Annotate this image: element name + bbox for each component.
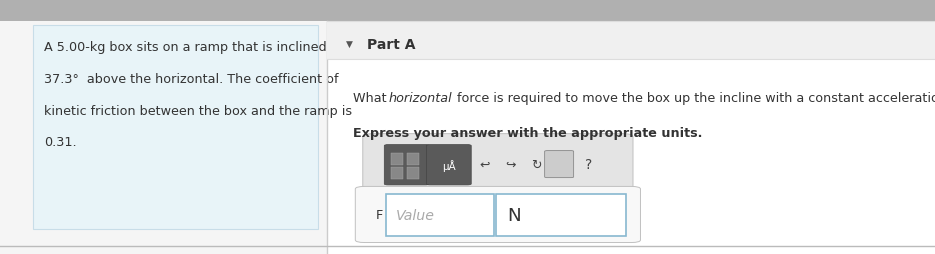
Text: Express your answer with the appropriate units.: Express your answer with the appropriate… — [353, 127, 703, 140]
FancyBboxPatch shape — [327, 22, 935, 254]
Text: kinetic friction between the box and the ramp is: kinetic friction between the box and the… — [44, 104, 352, 117]
FancyBboxPatch shape — [0, 22, 935, 254]
Text: 37.3°  above the horizontal. The coefficient of: 37.3° above the horizontal. The coeffici… — [44, 72, 338, 85]
FancyBboxPatch shape — [407, 168, 419, 179]
FancyBboxPatch shape — [407, 154, 419, 165]
Text: horizontal: horizontal — [389, 91, 453, 104]
Text: A 5.00-kg box sits on a ramp that is inclined at: A 5.00-kg box sits on a ramp that is inc… — [44, 41, 343, 54]
FancyBboxPatch shape — [327, 22, 935, 60]
Text: N: N — [507, 206, 521, 224]
Text: F =: F = — [376, 208, 398, 221]
FancyBboxPatch shape — [386, 194, 494, 236]
Text: ▼: ▼ — [346, 40, 352, 49]
FancyBboxPatch shape — [363, 134, 633, 195]
Text: ?: ? — [585, 157, 593, 171]
FancyBboxPatch shape — [0, 0, 935, 22]
FancyBboxPatch shape — [355, 187, 640, 243]
Text: What: What — [353, 91, 391, 104]
Text: Value: Value — [396, 208, 435, 222]
Text: ↪: ↪ — [505, 158, 516, 171]
Text: Part A: Part A — [367, 38, 415, 51]
Text: ↩: ↩ — [479, 158, 490, 171]
Text: μÅ: μÅ — [442, 159, 455, 171]
FancyBboxPatch shape — [544, 151, 574, 178]
FancyBboxPatch shape — [426, 145, 471, 185]
Text: force is required to move the box up the incline with a constant acceleration of: force is required to move the box up the… — [453, 91, 935, 104]
FancyBboxPatch shape — [33, 25, 318, 229]
FancyBboxPatch shape — [384, 145, 429, 185]
Text: 0.31.: 0.31. — [44, 136, 77, 149]
FancyBboxPatch shape — [391, 168, 403, 179]
Text: ↻: ↻ — [531, 158, 542, 171]
FancyBboxPatch shape — [391, 154, 403, 165]
FancyBboxPatch shape — [496, 194, 626, 236]
